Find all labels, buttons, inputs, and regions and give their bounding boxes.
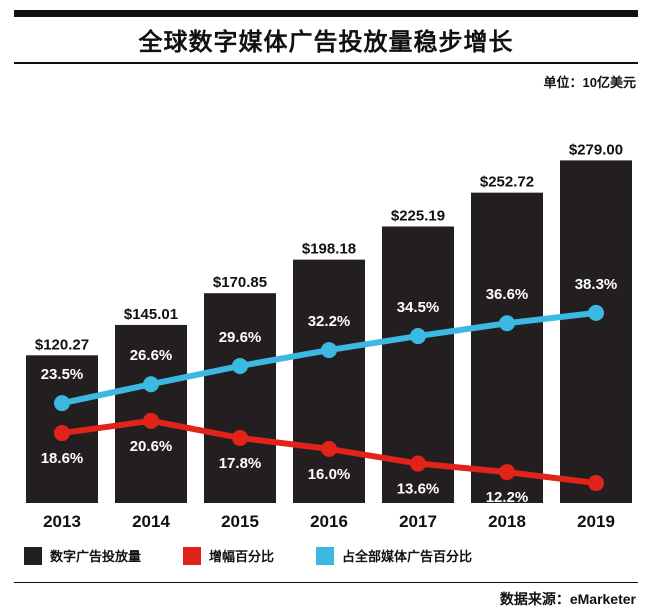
growth-value-label: 12.2%: [486, 489, 529, 506]
growth-value-label: 10.4%: [575, 500, 618, 517]
legend-label-ad-spend: 数字广告投放量: [50, 549, 142, 564]
bar: [293, 259, 365, 503]
bar-value-label: $170.85: [213, 274, 267, 291]
title-rule: [14, 62, 638, 64]
legend-swatch-share: [316, 546, 335, 565]
bar-value-label: $279.00: [569, 141, 623, 158]
x-tick-label: 2019: [577, 512, 615, 531]
source-note: 数据来源：eMarketer: [499, 591, 636, 607]
bar: [560, 160, 632, 503]
legend-label-share: 占全部媒体广告百分比: [342, 549, 473, 564]
share-value-label: 32.2%: [308, 313, 351, 330]
share-series-point: [54, 395, 70, 412]
share-value-label: 38.3%: [575, 276, 618, 293]
growth-value-label: 18.6%: [41, 450, 84, 467]
unit-label: 单位：10亿美元: [543, 75, 636, 90]
growth-value-label: 13.6%: [397, 481, 440, 498]
share-series-point: [410, 328, 426, 345]
source-rule: [14, 582, 638, 583]
growth-value-label: 20.6%: [130, 438, 173, 455]
growth-series-point: [410, 455, 426, 472]
x-tick-label: 2015: [221, 512, 259, 531]
legend-item-ad-spend: 数字广告投放量: [24, 546, 141, 565]
x-tick-label: 2018: [488, 512, 526, 531]
share-value-label: 23.5%: [41, 366, 84, 383]
bar-value-label: $252.72: [480, 174, 534, 191]
growth-series-point: [321, 440, 337, 457]
bar-value-label: $120.27: [35, 336, 89, 353]
legend-item-growth: 增幅百分比: [183, 546, 274, 565]
x-tick-label: 2013: [43, 512, 81, 531]
bar: [204, 293, 276, 503]
share-value-label: 36.6%: [486, 286, 529, 303]
growth-value-label: 17.8%: [219, 455, 262, 472]
growth-series-point: [143, 412, 159, 429]
bar-value-label: $198.18: [302, 241, 356, 258]
share-series-point: [232, 357, 248, 374]
growth-series-point: [499, 464, 515, 481]
bar-value-label: $145.01: [124, 306, 178, 323]
growth-value-label: 16.0%: [308, 466, 351, 483]
chart-area: $120.27 $145.01 $170.85 $198.18 $225.19 $252.…: [26, 141, 632, 531]
bar-value-label: $225.19: [391, 207, 445, 224]
legend-swatch-bar: [24, 546, 42, 565]
share-value-label: 26.6%: [130, 347, 173, 364]
x-tick-label: 2014: [132, 512, 170, 531]
top-rule: [14, 10, 638, 17]
share-value-label: 34.5%: [397, 299, 440, 316]
growth-series-point: [588, 475, 604, 492]
bar: [471, 192, 543, 503]
share-series-point: [143, 376, 159, 393]
share-series-point: [499, 315, 515, 332]
legend: 数字广告投放量 增幅百分比 占全部媒体广告百分比: [24, 546, 514, 565]
share-series-point: [588, 304, 604, 321]
share-value-label: 29.6%: [219, 329, 262, 346]
share-series-point: [321, 342, 337, 359]
growth-series-point: [232, 429, 248, 446]
legend-swatch-growth: [183, 546, 202, 565]
chart-title: 全球数字媒体广告投放量稳步增长: [138, 29, 514, 56]
legend-label-growth: 增幅百分比: [209, 549, 275, 564]
x-tick-label: 2016: [310, 512, 348, 531]
x-tick-label: 2017: [399, 512, 437, 531]
legend-item-share: 占全部媒体广告百分比: [316, 546, 472, 565]
growth-series-point: [54, 425, 70, 442]
